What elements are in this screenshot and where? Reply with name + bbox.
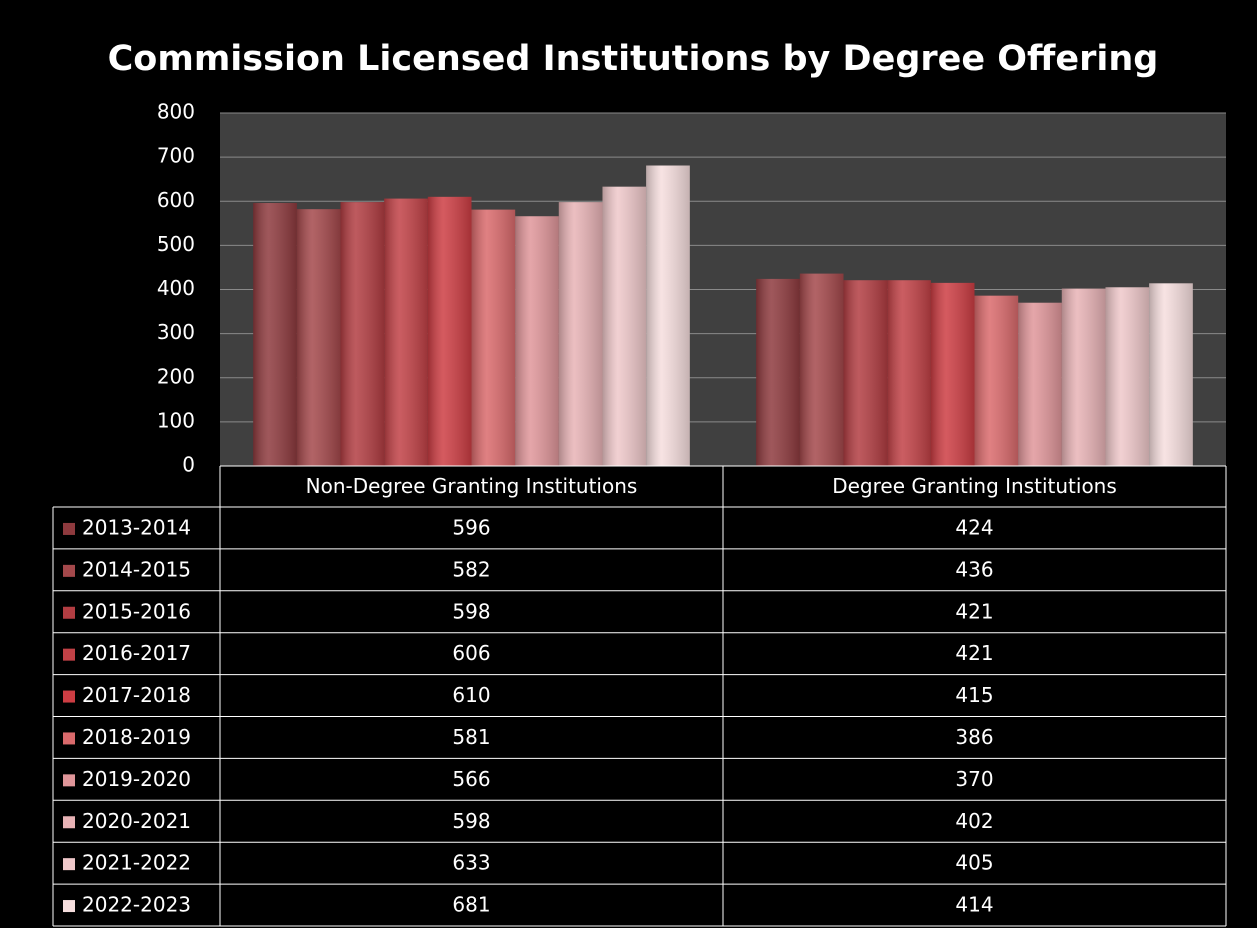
table-value: 421 (955, 599, 993, 623)
legend-key (63, 522, 75, 535)
bar-shine (296, 209, 341, 466)
bar-shine (253, 203, 297, 466)
bar-shine (558, 202, 603, 466)
table-value: 421 (955, 641, 993, 665)
legend-label: 2019-2020 (82, 767, 191, 791)
legend-key (63, 564, 75, 577)
bar-shine (427, 196, 472, 466)
table-value: 424 (955, 515, 993, 539)
legend-label: 2017-2018 (82, 683, 191, 707)
table-value: 598 (452, 599, 490, 623)
table-value: 402 (955, 809, 993, 833)
table-value: 370 (955, 767, 993, 791)
table-value: 415 (955, 683, 993, 707)
legend-label: 2020-2021 (82, 809, 191, 833)
y-tick-label: 300 (157, 320, 195, 344)
table-value: 581 (452, 725, 490, 749)
bar-shine (1018, 302, 1062, 466)
table-value: 405 (955, 851, 993, 875)
table-header: Non-Degree Granting Institutions (306, 474, 638, 498)
legend-key (63, 648, 75, 661)
bar-shine (646, 165, 690, 467)
y-tick-label: 500 (157, 232, 195, 256)
bar-shine (1105, 287, 1150, 466)
table-value: 596 (452, 515, 490, 539)
bar-shine (887, 280, 931, 466)
table-value: 633 (452, 851, 490, 875)
bar-shine (1149, 283, 1193, 466)
bar-shine (974, 295, 1019, 466)
y-tick-label: 400 (157, 276, 195, 300)
y-tick-label: 700 (157, 144, 195, 168)
bar-shine (602, 186, 647, 466)
bar-shine (843, 280, 888, 466)
legend-key (63, 606, 75, 619)
legend-label: 2022-2023 (82, 893, 191, 917)
legend-label: 2016-2017 (82, 641, 191, 665)
bar-shine (515, 216, 559, 466)
y-tick-label: 100 (157, 408, 195, 432)
legend-key (63, 690, 75, 703)
legend-label: 2013-2014 (82, 515, 191, 539)
bar-shine (930, 282, 975, 466)
legend-key (63, 858, 75, 871)
bar-shine (384, 198, 428, 467)
y-tick-label: 0 (182, 453, 195, 477)
legend-label: 2018-2019 (82, 725, 191, 749)
table-value: 610 (452, 683, 490, 707)
chart-title: Commission Licensed Institutions by Degr… (108, 39, 1159, 79)
table-value: 598 (452, 809, 490, 833)
legend-key (63, 816, 75, 829)
bar-shine (471, 209, 516, 467)
table-value: 566 (452, 767, 490, 791)
bar-shine (1061, 288, 1106, 466)
table-value: 606 (452, 641, 490, 665)
table-value: 436 (955, 557, 993, 581)
y-tick-label: 200 (157, 364, 195, 388)
legend-label: 2021-2022 (82, 851, 191, 875)
bar-shine (756, 278, 800, 466)
bar-shine (799, 273, 844, 466)
table-value: 582 (452, 557, 490, 581)
table-header: Degree Granting Institutions (832, 474, 1117, 498)
table-value: 386 (955, 725, 993, 749)
legend-key (63, 900, 75, 913)
table-value: 681 (452, 893, 490, 917)
legend-label: 2015-2016 (82, 599, 191, 623)
y-tick-label: 800 (157, 100, 195, 124)
legend-key (63, 732, 75, 745)
legend-key (63, 774, 75, 787)
table-value: 414 (955, 893, 993, 917)
bar-shine (340, 202, 385, 466)
legend-label: 2014-2015 (82, 557, 191, 581)
y-tick-label: 600 (157, 188, 195, 212)
